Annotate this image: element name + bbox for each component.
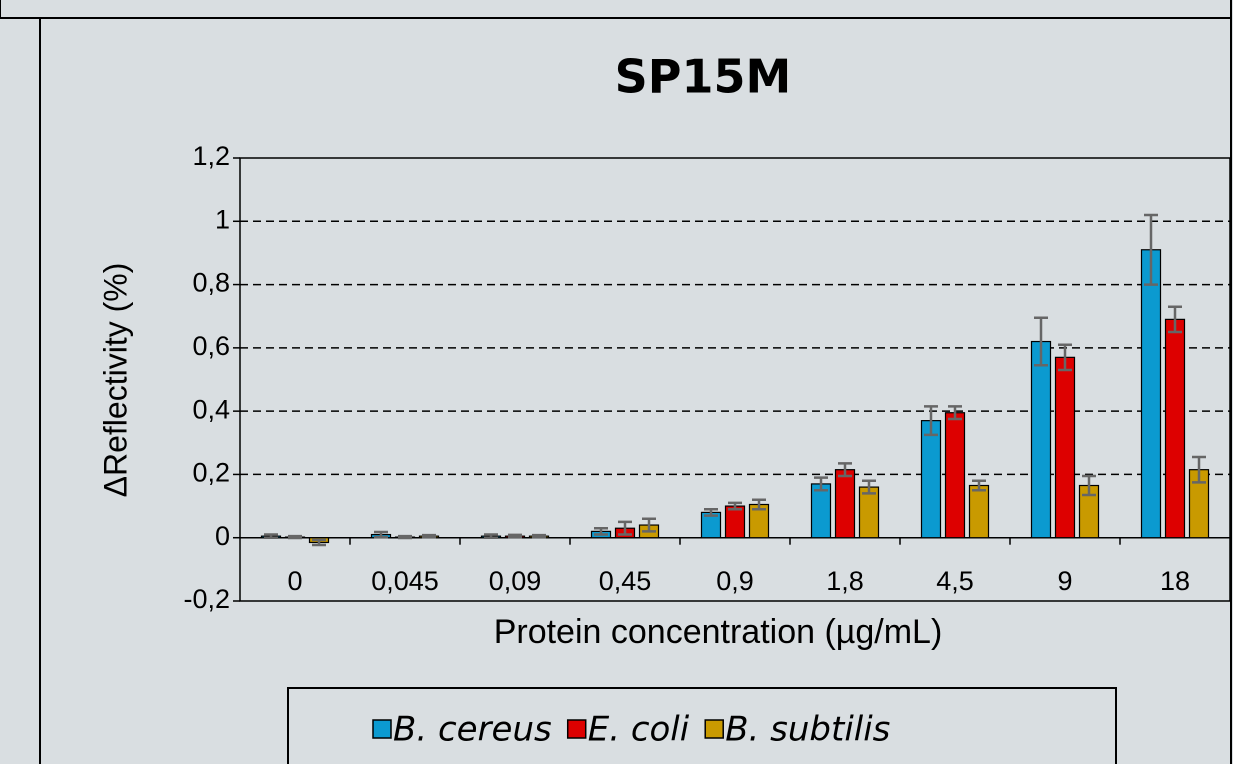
legend-label: E. coli <box>588 710 690 750</box>
x-tick-label: 4,5 <box>936 566 974 596</box>
y-tick-label: 1 <box>215 204 230 234</box>
top-frame <box>0 0 1232 19</box>
bar <box>858 486 880 539</box>
y-tick-label: -0,2 <box>183 584 230 614</box>
error-bar <box>484 533 498 539</box>
y-tick-label: 0,2 <box>192 458 230 488</box>
y-tick-label: 0,8 <box>192 268 230 298</box>
error-bar <box>374 530 388 539</box>
error-bar <box>1192 455 1206 484</box>
error-bar <box>594 526 608 536</box>
x-tick-label: 9 <box>1057 566 1072 596</box>
error-bar <box>312 538 326 547</box>
x-tick-label: 1,8 <box>826 566 864 596</box>
chart-frame <box>39 17 1232 764</box>
x-tick-label: 0,09 <box>489 566 542 596</box>
x-tick-label: 0 <box>287 566 302 596</box>
error-bar <box>264 533 278 539</box>
error-bar <box>1058 343 1072 372</box>
error-bar <box>1168 305 1182 334</box>
error-bar <box>838 462 852 478</box>
plot-area <box>239 157 1231 602</box>
error-bar <box>1034 316 1048 367</box>
error-bar <box>704 507 718 517</box>
error-bar <box>398 534 412 540</box>
legend-swatch <box>372 719 392 739</box>
error-bar <box>532 533 546 539</box>
chart-title: SP15M <box>615 50 792 104</box>
bar <box>834 469 856 539</box>
bar <box>724 505 746 539</box>
error-bar <box>924 405 938 437</box>
y-tick-label: 1,2 <box>192 141 230 171</box>
error-bar <box>948 405 962 421</box>
x-tick-label: 0,9 <box>716 566 754 596</box>
y-tick-label: 0 <box>215 521 230 551</box>
x-tick-label: 0,45 <box>599 566 652 596</box>
bar <box>1140 249 1162 539</box>
bar <box>944 412 966 539</box>
x-tick-label: 0,045 <box>371 566 439 596</box>
error-bar <box>752 498 766 511</box>
error-bar <box>862 479 876 495</box>
bar <box>1030 340 1052 539</box>
error-bar <box>642 517 656 533</box>
error-bar <box>618 520 632 536</box>
error-bar <box>728 501 742 511</box>
legend-swatch <box>704 719 724 739</box>
error-bar <box>1082 474 1096 497</box>
legend-swatch <box>566 719 587 739</box>
error-bar <box>508 533 522 539</box>
y-axis-label: ΔReflectivity (%) <box>97 263 133 498</box>
bar <box>968 484 990 539</box>
y-tick-label: 0,4 <box>192 394 230 424</box>
error-bar <box>972 479 986 492</box>
legend-label: B. subtilis <box>725 710 890 750</box>
error-bar <box>1144 213 1158 286</box>
error-bar <box>814 476 828 492</box>
error-bar <box>288 534 302 540</box>
bar <box>1164 318 1186 539</box>
bar <box>1054 356 1076 539</box>
legend-label: B. cereus <box>393 710 552 750</box>
error-bar <box>422 533 436 539</box>
legend <box>287 687 1117 764</box>
x-tick-label: 18 <box>1160 566 1190 596</box>
x-axis-label: Protein concentration (µg/mL) <box>494 613 943 651</box>
y-tick-label: 0,6 <box>192 331 230 361</box>
bar <box>810 483 832 539</box>
bar <box>920 420 942 539</box>
